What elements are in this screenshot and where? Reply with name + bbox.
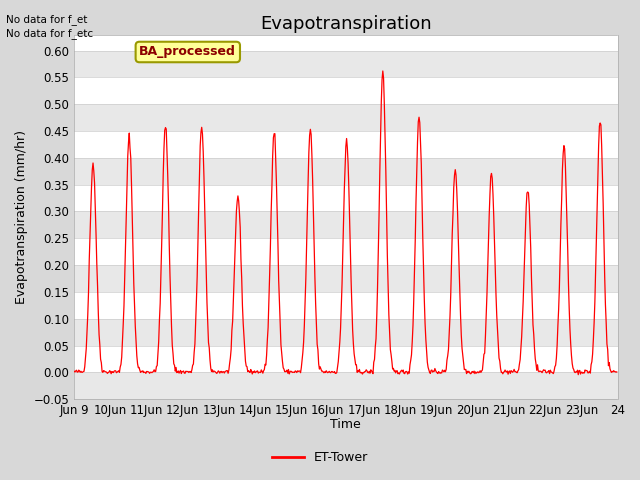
Bar xyxy=(74,51,618,77)
Text: BA_processed: BA_processed xyxy=(140,46,236,59)
Bar xyxy=(74,319,618,346)
Legend: ET-Tower: ET-Tower xyxy=(268,446,372,469)
Bar xyxy=(74,372,618,399)
Bar xyxy=(74,158,618,185)
Bar xyxy=(74,265,618,292)
Bar xyxy=(74,104,618,131)
Title: Evapotranspiration: Evapotranspiration xyxy=(260,15,431,33)
Text: No data for f_etc: No data for f_etc xyxy=(6,28,93,39)
Text: No data for f_et: No data for f_et xyxy=(6,13,88,24)
Bar xyxy=(74,212,618,238)
X-axis label: Time: Time xyxy=(330,419,361,432)
Y-axis label: Evapotranspiration (mm/hr): Evapotranspiration (mm/hr) xyxy=(15,130,28,304)
